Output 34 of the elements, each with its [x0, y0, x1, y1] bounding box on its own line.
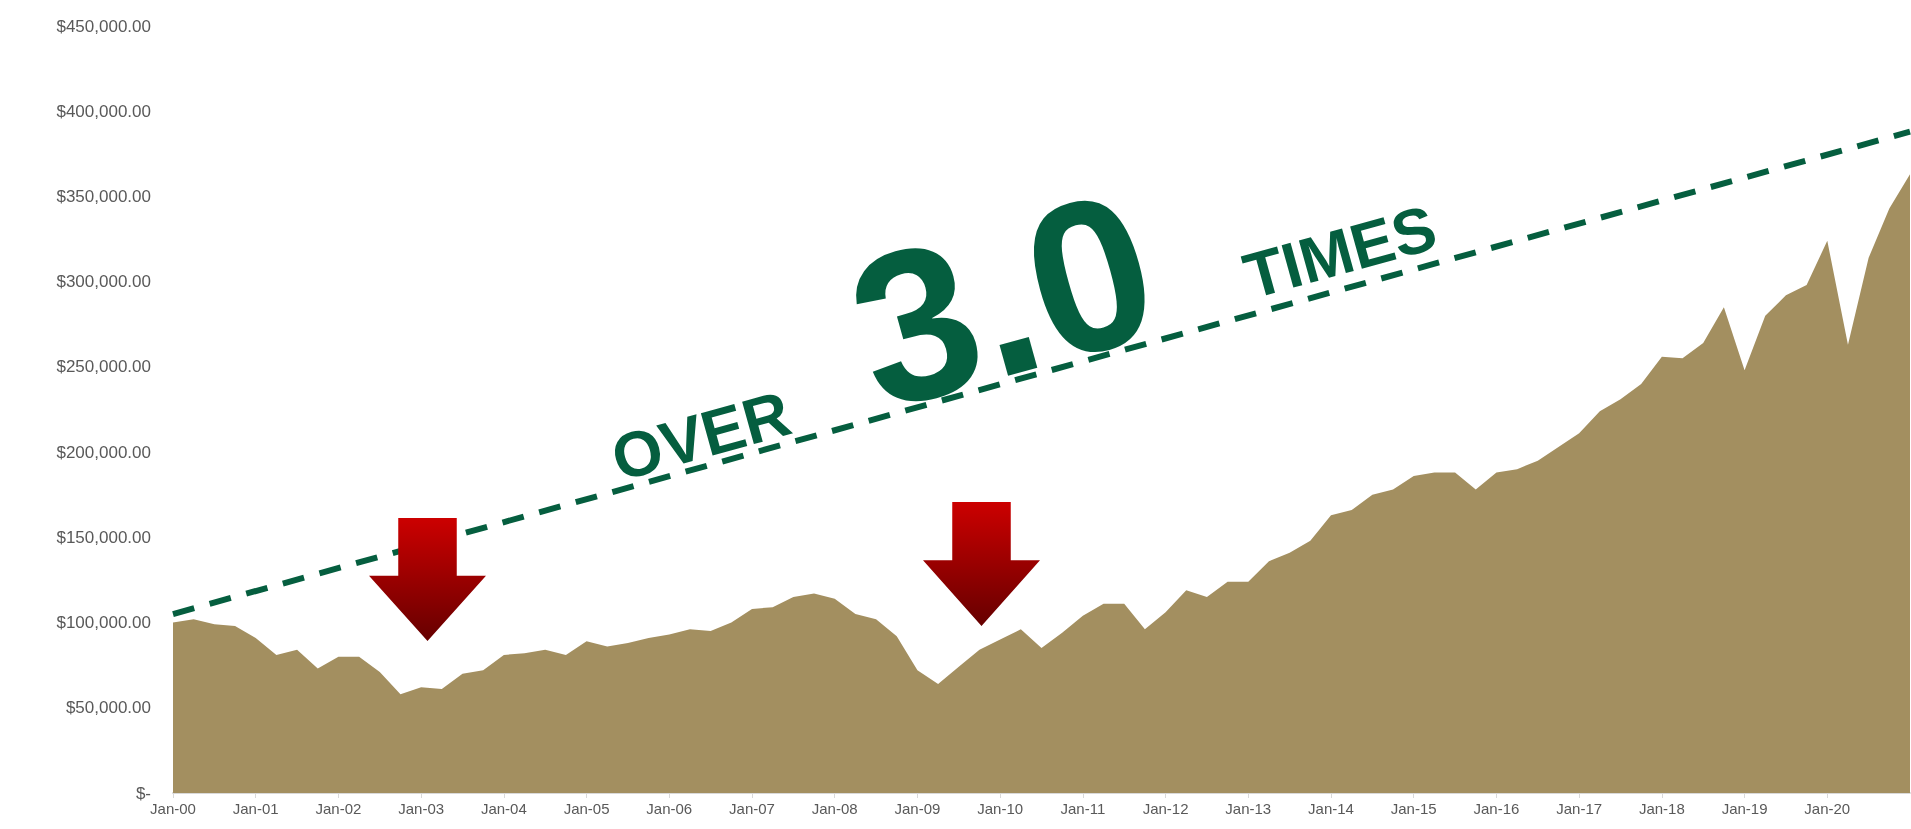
- y-tick-label: $300,000.00: [56, 272, 151, 292]
- x-tick-label: Jan-07: [729, 800, 775, 817]
- y-tick-label: $450,000.00: [56, 16, 151, 36]
- x-tick-label: Jan-05: [563, 800, 610, 817]
- x-tick-label: Jan-14: [1308, 800, 1354, 817]
- x-tick-label: Jan-13: [1225, 800, 1272, 817]
- x-tick-label: Jan-18: [1638, 800, 1685, 817]
- y-tick-label: $150,000.00: [56, 527, 151, 547]
- y-tick-label: $250,000.00: [56, 357, 151, 377]
- x-tick-label: Jan-08: [811, 800, 858, 817]
- x-tick-label: Jan-17: [1556, 800, 1603, 817]
- x-tick-label: Jan-04: [480, 800, 527, 817]
- x-tick-label: Jan-12: [1142, 800, 1189, 817]
- x-tick-label: Jan-06: [646, 800, 693, 817]
- y-tick-label: $-: [135, 783, 151, 803]
- y-tick-label: $400,000.00: [56, 101, 151, 121]
- x-tick-label: Jan-11: [1060, 800, 1106, 817]
- annotation: 3.0: [826, 143, 1180, 457]
- y-tick-label: $50,000.00: [65, 698, 151, 718]
- x-tick-label: Jan-16: [1473, 800, 1520, 817]
- x-tick-label: Jan-20: [1804, 800, 1851, 817]
- x-tick-label: Jan-15: [1390, 800, 1437, 817]
- x-tick-label: Jan-03: [398, 800, 445, 817]
- x-tick-label: Jan-10: [977, 800, 1024, 817]
- x-tick-label: Jan-01: [232, 800, 279, 817]
- x-tick-label: Jan-09: [894, 800, 941, 817]
- x-tick-label: Jan-19: [1721, 800, 1768, 817]
- x-tick-label: Jan-00: [150, 800, 196, 817]
- y-tick-label: $100,000.00: [56, 613, 151, 633]
- y-tick-label: $200,000.00: [56, 442, 151, 462]
- annotation: TIMES: [1236, 191, 1444, 313]
- y-tick-label: $350,000.00: [56, 186, 151, 206]
- annotation: OVER: [603, 377, 799, 495]
- x-tick-label: Jan-02: [315, 800, 362, 817]
